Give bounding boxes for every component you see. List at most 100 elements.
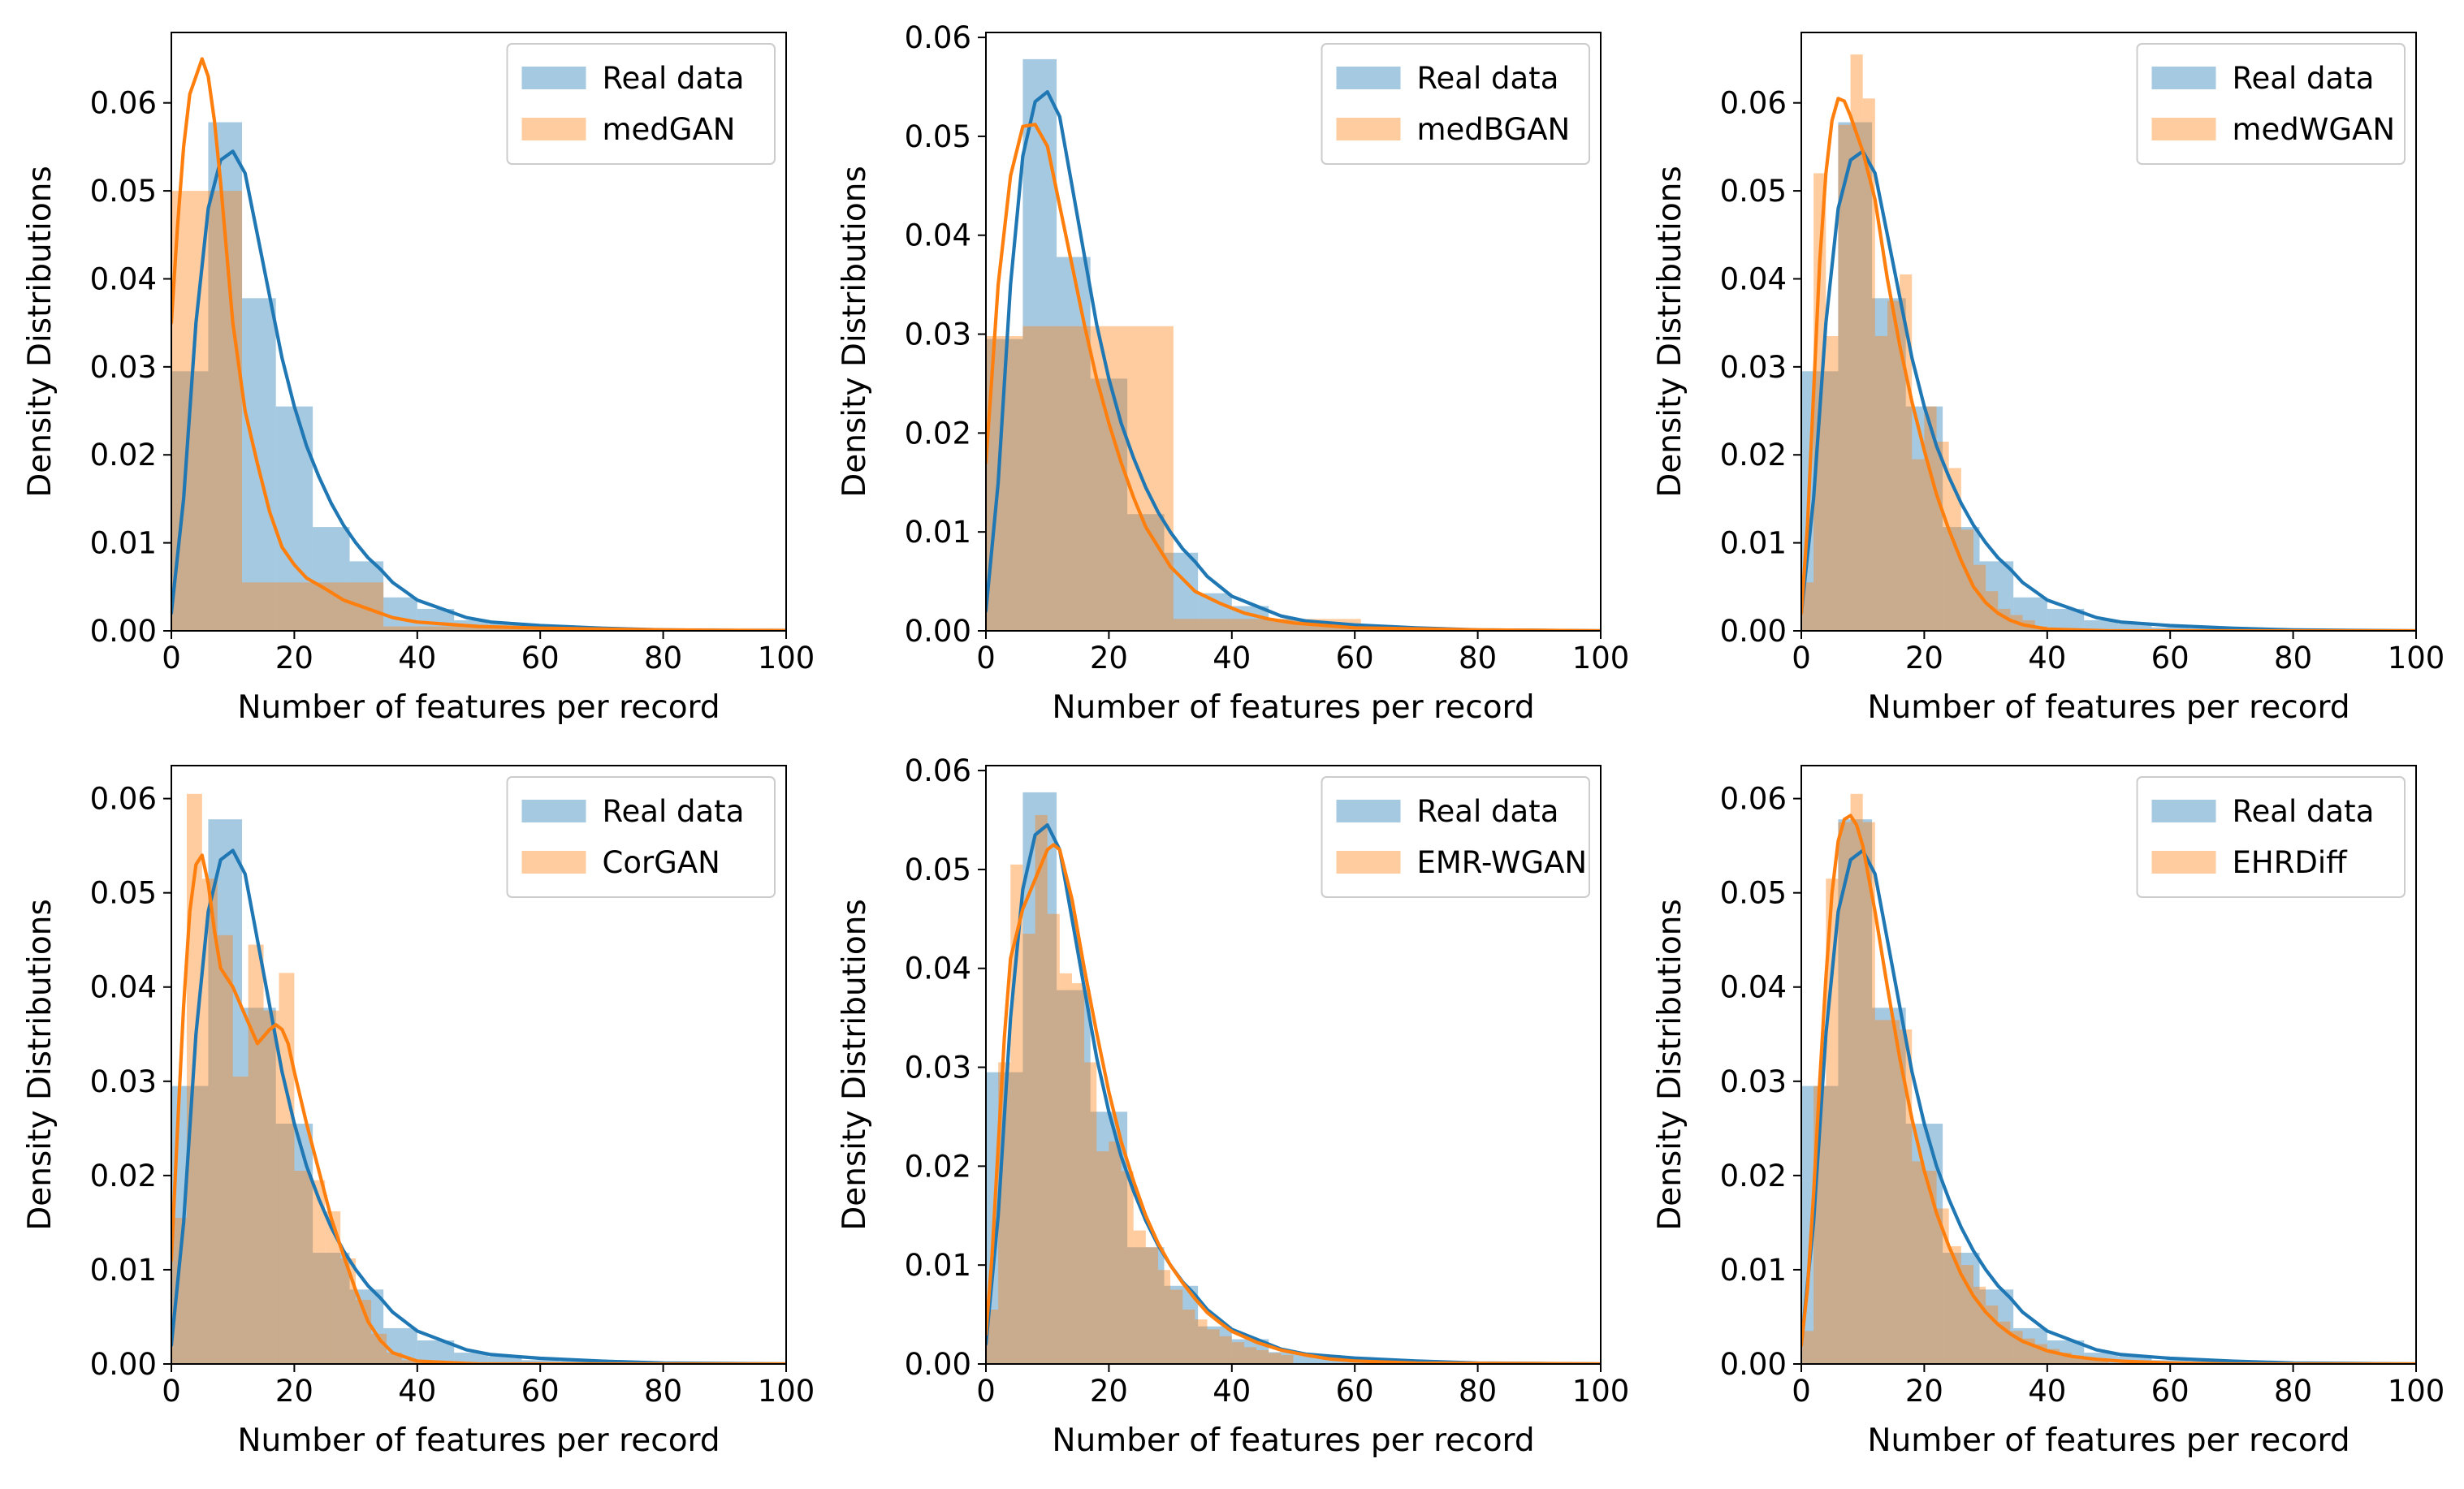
x-axis-label: Number of features per record [1052, 689, 1534, 726]
real-hist-bar [2151, 627, 2189, 631]
x-tick-label: 100 [758, 641, 815, 675]
subplot-1: 0 20 40 60 80 100 0.00 0.01 0.02 0.03 0.04 0.05 0.06… [22, 32, 815, 726]
y-tick-label: 0.06 [905, 753, 971, 788]
plot-area [986, 58, 1601, 631]
synthetic-hist-bar [1874, 1020, 1887, 1364]
y-tick-label: 0.02 [905, 416, 971, 451]
y-tick-label: 0.06 [90, 86, 157, 121]
y-tick-label: 0.04 [905, 952, 971, 986]
y-axis-label: Density Distributions [22, 166, 58, 498]
x-tick-label: 100 [2388, 1374, 2445, 1409]
real-hist-bar [1302, 623, 1337, 631]
synthetic-hist-bar [248, 944, 264, 1364]
x-tick-label: 40 [398, 1374, 436, 1409]
synthetic-hist-bar [1912, 459, 1925, 631]
legend: Real data medWGAN [2136, 43, 2406, 165]
legend-swatch-synthetic [1336, 118, 1401, 140]
x-tick-label: 60 [2151, 1374, 2190, 1409]
y-tick-label: 0.03 [905, 317, 971, 352]
real-hist-bar [1057, 990, 1091, 1364]
real-kde-line [171, 848, 786, 1364]
plot-area [1801, 793, 2416, 1364]
x-tick-label: 100 [2388, 641, 2445, 675]
x-tick-label: 0 [976, 1374, 996, 1409]
x-tick-label: 40 [1213, 641, 1251, 675]
y-tick-label: 0.00 [1720, 1347, 1787, 1382]
legend-label-synthetic: medGAN [603, 112, 736, 147]
synthetic-hist-bar [1850, 793, 1863, 1364]
legend-label-real: Real data [603, 61, 745, 96]
synthetic-hist-bar [1986, 591, 1999, 631]
legend: Real data medGAN [506, 43, 776, 165]
real-hist-bar [383, 597, 417, 631]
real-kde-line [986, 90, 1601, 631]
synthetic-kde-line [171, 57, 786, 631]
synthetic-hist-bar [1838, 822, 1851, 1364]
real-hist-bar [1198, 1326, 1232, 1364]
synthetic-hist-bar [1219, 1336, 1232, 1364]
real-hist [986, 58, 1512, 631]
real-hist-bar [313, 1253, 350, 1364]
legend-swatch-synthetic [1336, 851, 1401, 874]
y-axis-label: Density Distributions [836, 166, 873, 498]
synthetic-hist-bar [1973, 564, 1986, 631]
synthetic-hist-bar [1281, 1355, 1294, 1364]
y-tick-label: 0.05 [90, 876, 157, 911]
synthetic-hist-bar [1838, 124, 1851, 631]
y-tick-label: 0.05 [90, 174, 157, 209]
legend-swatch-synthetic [2151, 118, 2216, 140]
legend-swatch-synthetic [521, 118, 586, 140]
legend-swatch-real [2151, 800, 2216, 822]
y-tick-label: 0.01 [1720, 1253, 1787, 1288]
synthetic-hist-bar [1157, 1270, 1171, 1364]
legend-frame [506, 43, 776, 165]
x-axis-label: Number of features per record [1867, 689, 2349, 726]
real-hist-bar [1979, 1289, 2014, 1364]
synthetic-hist-bar [208, 191, 243, 631]
synthetic-hist-bar [1862, 822, 1875, 1364]
y-tick-label: 0.04 [90, 970, 157, 1005]
x-tick-label: 20 [275, 1374, 313, 1409]
legend-swatch-real [2151, 67, 2216, 89]
synthetic-hist-bar [1059, 973, 1072, 1364]
synthetic-hist-bar [1170, 1289, 1183, 1364]
real-hist-bar [349, 561, 384, 631]
x-tick-label: 60 [2151, 641, 2190, 675]
plot-area [171, 793, 786, 1364]
axes-frame [171, 32, 787, 632]
synthetic-hist-bar [401, 1360, 417, 1364]
y-tick-label: 0.02 [90, 1159, 157, 1193]
axes-frame [985, 32, 1602, 632]
x-tick-label: 40 [1213, 1374, 1251, 1409]
y-tick-label: 0.03 [1720, 1064, 1787, 1099]
legend-label-real: Real data [2233, 61, 2375, 96]
x-tick-label: 80 [644, 1374, 682, 1409]
synthetic-hist [986, 326, 1601, 631]
x-tick-label: 80 [644, 641, 682, 675]
real-hist-bar [242, 1008, 276, 1364]
legend-label-real: Real data [1417, 61, 1559, 96]
synthetic-hist-bar [232, 1077, 249, 1364]
y-tick-label: 0.05 [905, 119, 971, 154]
x-axis-label: Number of features per record [1052, 1422, 1534, 1459]
legend-frame [2136, 776, 2406, 898]
y-tick-label: 0.03 [90, 1064, 157, 1099]
x-tick-label: 60 [1336, 641, 1374, 675]
y-tick-label: 0.00 [1720, 614, 1787, 649]
real-hist-bar [1022, 792, 1057, 1364]
synthetic-hist-bar [998, 1062, 1011, 1364]
y-tick-label: 0.04 [1720, 261, 1787, 296]
synthetic-hist-bar [1887, 300, 1900, 631]
subplot-6: 0 20 40 60 80 100 0.00 0.01 0.02 0.03 0.04 0.05 0.06… [1652, 765, 2445, 1459]
x-tick-label: 20 [275, 641, 313, 675]
synthetic-hist-bar [1960, 529, 1973, 631]
legend-label-real: Real data [1417, 794, 1559, 829]
subplot-4: 0 20 40 60 80 100 0.00 0.01 0.02 0.03 0.04 0.05 0.06… [22, 765, 815, 1459]
legend: Real data CorGAN [506, 776, 776, 898]
y-axis-label: Density Distributions [1652, 166, 1688, 498]
synthetic-kde-line [171, 853, 786, 1364]
axes-frame [1800, 765, 2417, 1365]
synthetic-hist-bar [1195, 1319, 1208, 1364]
legend-swatch-synthetic [521, 851, 586, 874]
x-tick-label: 100 [1572, 641, 1630, 675]
